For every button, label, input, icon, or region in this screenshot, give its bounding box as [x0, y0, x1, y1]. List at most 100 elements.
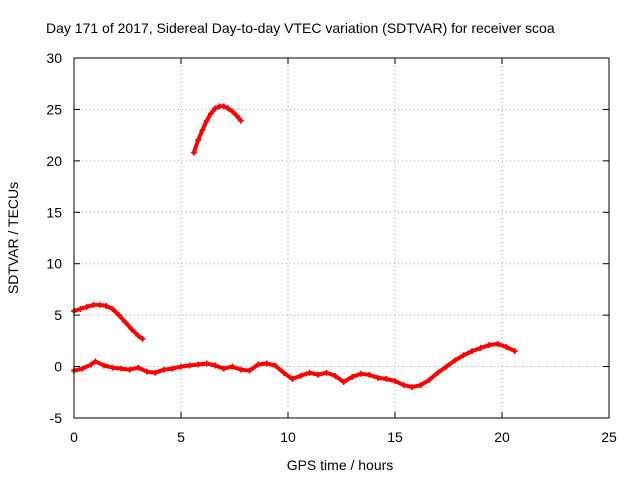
data-point [139, 335, 146, 342]
data-point [195, 137, 202, 144]
data-point [88, 361, 95, 368]
data-point [83, 303, 90, 310]
data-point [237, 117, 244, 124]
data-point [426, 376, 433, 383]
data-point [255, 361, 262, 368]
x-tick-label: 15 [387, 429, 403, 445]
data-point [229, 108, 236, 115]
data-point [263, 360, 270, 367]
data-point [203, 117, 210, 124]
y-tick-label: 10 [46, 256, 62, 272]
y-axis-label: SDTVAR / TECUs [5, 182, 21, 294]
data-point [409, 384, 416, 391]
data-point [128, 326, 135, 333]
data-point [212, 105, 219, 112]
data-point [96, 301, 103, 308]
data-point [92, 358, 99, 365]
y-tick-label: 25 [46, 101, 62, 117]
chart-title: Day 171 of 2017, Sidereal Day-to-day VTE… [46, 20, 555, 36]
series-trace [72, 302, 145, 341]
data-point [332, 372, 339, 379]
y-tick-label: 15 [46, 204, 62, 220]
series-arc-peak [190, 103, 244, 156]
data-point [237, 366, 244, 373]
series-baseline [71, 340, 518, 391]
data-point [122, 319, 129, 326]
data-point [135, 364, 142, 371]
data-point [374, 374, 381, 381]
data-point [220, 365, 227, 372]
data-point [434, 369, 441, 376]
data-point [195, 361, 202, 368]
data-point [323, 369, 330, 376]
data-point [511, 348, 518, 355]
data-point [118, 365, 125, 372]
data-point [477, 345, 484, 352]
data-point [494, 340, 501, 347]
data-point [306, 369, 313, 376]
y-tick-label: 30 [46, 50, 62, 66]
data-point [417, 382, 424, 389]
data-point [357, 370, 364, 377]
data-point [229, 363, 236, 370]
x-tick-label: 0 [70, 429, 78, 445]
data-point [272, 362, 279, 369]
data-point [460, 352, 467, 359]
data-point [400, 382, 407, 389]
data-point [100, 362, 107, 369]
data-point [115, 312, 122, 319]
y-tick-label: -5 [50, 410, 63, 426]
data-point [152, 369, 159, 376]
y-tick-label: 20 [46, 153, 62, 169]
data-point [109, 305, 116, 312]
data-point [383, 375, 390, 382]
ticks: 0 5 10 15 20 25 -5 0 5 10 15 20 25 30 [46, 50, 617, 445]
data-point [443, 363, 450, 370]
data-point [297, 372, 304, 379]
data-point [109, 364, 116, 371]
data-point [143, 368, 150, 375]
data-point [178, 363, 184, 370]
data-point [246, 367, 253, 374]
data-point [503, 344, 510, 351]
data-point [169, 365, 176, 372]
data-point [79, 365, 86, 372]
x-tick-label: 10 [280, 429, 296, 445]
data-point [135, 332, 142, 339]
data-point [469, 348, 476, 355]
data-point [280, 369, 287, 376]
data-point [314, 371, 321, 378]
data-point [220, 103, 227, 110]
x-tick-label: 20 [494, 429, 510, 445]
data-point [103, 302, 110, 309]
y-tick-label: 5 [54, 307, 62, 323]
data-point [186, 362, 193, 369]
data-point [451, 357, 458, 364]
series-layer [71, 103, 518, 391]
data-point [392, 377, 398, 384]
data-point [190, 149, 197, 156]
data-point [289, 375, 296, 382]
series-arc-early [71, 301, 146, 342]
grid [74, 58, 609, 418]
series-trace [72, 341, 517, 390]
data-point [233, 112, 240, 119]
plot-frame [73, 57, 610, 419]
data-point [366, 371, 373, 378]
data-point [77, 305, 84, 312]
data-point [340, 379, 347, 385]
x-tick-label: 5 [177, 429, 185, 445]
data-point [126, 366, 133, 373]
data-point [349, 373, 356, 380]
x-axis-label: GPS time / hours [287, 457, 394, 473]
data-point [225, 105, 232, 112]
data-point [212, 362, 219, 369]
x-tick-label: 25 [601, 429, 617, 445]
y-tick-label: 0 [54, 359, 62, 375]
data-point [160, 366, 167, 373]
data-point [203, 360, 210, 367]
data-point [199, 127, 206, 133]
data-point [90, 301, 97, 308]
data-point [207, 110, 214, 117]
